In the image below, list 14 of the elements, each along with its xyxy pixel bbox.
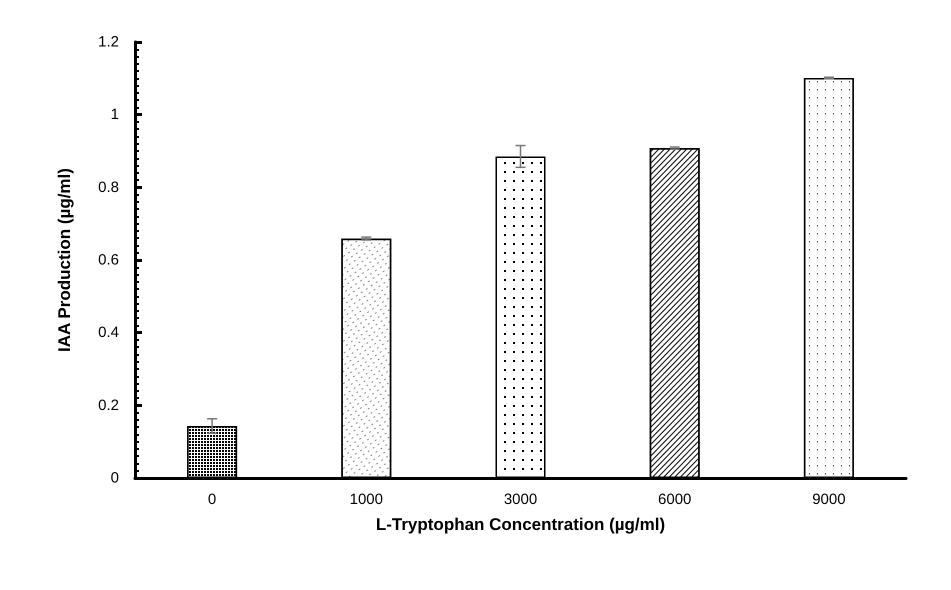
x-tick-label: 6000: [658, 491, 692, 508]
y-tick-label: 0.6: [98, 252, 119, 268]
y-tick-label: 1.2: [98, 34, 119, 50]
x-tick-label: 9000: [812, 491, 846, 508]
y-tick-label: 1: [110, 106, 119, 124]
y-tick-label: 0: [110, 470, 119, 486]
y-tick-label: 0.8: [98, 178, 119, 196]
x-axis-title: L-Tryptophan Concentration (µg/ml): [376, 515, 666, 534]
x-tick-label: 3000: [504, 491, 538, 508]
x-tick-label: 1000: [350, 491, 383, 508]
y-tick-label: 0.4: [98, 324, 119, 342]
y-axis-title: IAA Production (µg/ml): [55, 168, 74, 352]
y-tick-label: 0.2: [98, 396, 119, 414]
x-tick-label: 0: [208, 491, 216, 508]
